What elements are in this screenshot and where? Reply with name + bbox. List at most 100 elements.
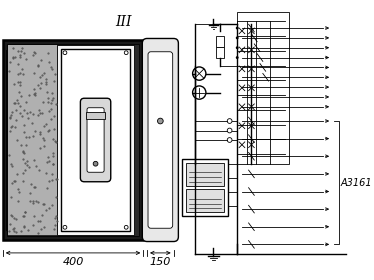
Point — [23, 57, 29, 61]
Point — [13, 118, 19, 122]
Point — [49, 172, 55, 177]
Point — [53, 102, 59, 106]
Point — [22, 209, 28, 214]
Point — [30, 199, 36, 204]
Point — [9, 164, 15, 169]
Circle shape — [236, 27, 239, 29]
Point — [16, 190, 22, 194]
Point — [49, 151, 55, 156]
Point — [13, 108, 19, 113]
Circle shape — [124, 51, 128, 55]
Point — [52, 79, 58, 83]
Point — [8, 161, 14, 166]
Point — [41, 71, 47, 75]
Bar — [216, 47, 224, 59]
Point — [12, 101, 18, 105]
Point — [53, 139, 59, 144]
Point — [31, 71, 37, 76]
Point — [17, 52, 23, 57]
Point — [35, 63, 41, 67]
Point — [21, 224, 27, 228]
Point — [52, 72, 58, 76]
Point — [30, 201, 36, 206]
Point — [19, 157, 25, 161]
Point — [8, 125, 14, 129]
Point — [46, 128, 52, 132]
Point — [7, 115, 13, 119]
FancyBboxPatch shape — [80, 98, 111, 182]
Circle shape — [227, 119, 232, 123]
Point — [18, 94, 24, 98]
Point — [15, 199, 21, 204]
Bar — [7, 45, 57, 235]
Point — [21, 171, 27, 175]
Point — [15, 62, 21, 66]
Point — [35, 200, 41, 204]
Bar — [61, 49, 130, 231]
Bar — [3, 40, 143, 240]
Point — [40, 225, 46, 229]
Point — [32, 129, 38, 134]
Circle shape — [236, 56, 239, 59]
Point — [49, 202, 55, 207]
Point — [39, 227, 45, 231]
Circle shape — [193, 67, 206, 80]
Circle shape — [124, 225, 128, 229]
Point — [24, 111, 30, 116]
Point — [17, 55, 23, 60]
Point — [36, 112, 42, 117]
Circle shape — [236, 46, 239, 49]
Point — [45, 100, 51, 104]
Point — [41, 123, 47, 128]
Point — [20, 72, 26, 77]
Point — [35, 82, 41, 87]
Point — [38, 81, 44, 85]
Point — [8, 113, 14, 118]
Circle shape — [236, 36, 239, 39]
Text: 400: 400 — [62, 257, 84, 267]
Point — [9, 181, 15, 185]
Bar — [216, 36, 224, 47]
Point — [15, 101, 21, 105]
Point — [13, 230, 19, 234]
Point — [41, 137, 47, 142]
Point — [53, 195, 59, 199]
Point — [7, 195, 13, 199]
Point — [10, 55, 16, 59]
Point — [37, 218, 43, 223]
Point — [31, 158, 37, 162]
FancyBboxPatch shape — [142, 38, 178, 242]
Point — [48, 64, 54, 69]
Point — [8, 213, 14, 217]
Point — [35, 64, 41, 69]
Point — [43, 122, 49, 126]
Point — [11, 101, 17, 105]
Point — [46, 179, 52, 183]
Bar — [237, 12, 289, 164]
Point — [38, 57, 44, 62]
Circle shape — [93, 114, 98, 119]
Point — [15, 80, 21, 84]
Point — [34, 219, 40, 223]
Point — [50, 162, 56, 167]
Point — [21, 123, 27, 127]
Point — [23, 100, 29, 104]
Point — [30, 134, 36, 138]
Point — [11, 179, 17, 184]
Point — [19, 46, 25, 50]
Point — [7, 222, 13, 227]
Point — [52, 139, 58, 144]
Point — [24, 163, 30, 167]
Point — [13, 217, 19, 221]
Point — [21, 225, 27, 229]
Point — [27, 199, 33, 203]
Text: 150: 150 — [150, 257, 171, 267]
Point — [21, 130, 27, 135]
Point — [22, 210, 28, 214]
Point — [22, 161, 28, 165]
Point — [44, 186, 50, 190]
Point — [23, 134, 29, 139]
Point — [46, 109, 52, 114]
Point — [12, 229, 18, 234]
Point — [43, 208, 49, 212]
